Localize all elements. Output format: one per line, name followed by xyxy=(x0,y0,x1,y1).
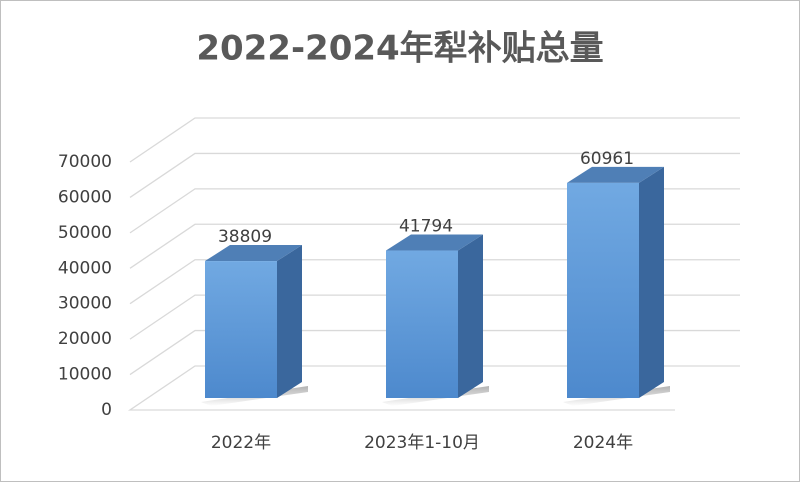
data-label: 41794 xyxy=(399,217,453,237)
bar xyxy=(205,261,277,398)
grid-line xyxy=(129,294,740,340)
bar xyxy=(386,250,458,398)
data-label: 60961 xyxy=(580,149,634,169)
grid-line xyxy=(129,259,740,305)
data-label: 38809 xyxy=(218,227,272,247)
x-tick-label: 2022年 xyxy=(211,433,271,453)
bar-top xyxy=(386,234,483,251)
x-tick-label: 2024年 xyxy=(573,433,633,453)
bar-side xyxy=(458,234,483,398)
x-tick-label: 2023年1-10月 xyxy=(364,433,480,453)
y-tick-label: 60000 xyxy=(58,187,112,207)
bar-side xyxy=(639,166,664,398)
chart-title: 2022-2024年犁补贴总量 xyxy=(196,29,603,69)
y-tick-label: 20000 xyxy=(58,329,112,349)
bar-top xyxy=(205,245,302,262)
y-tick-label: 40000 xyxy=(58,258,112,278)
bar xyxy=(567,182,639,398)
bar-top xyxy=(567,166,664,183)
grid-line xyxy=(129,329,740,376)
bar-side xyxy=(277,245,302,398)
y-tick-label: 10000 xyxy=(58,365,112,385)
grid-line xyxy=(129,188,740,234)
grid-line xyxy=(129,117,740,163)
grid-line xyxy=(129,152,740,198)
y-tick-label: 50000 xyxy=(58,223,112,243)
y-tick-label: 70000 xyxy=(58,152,112,172)
y-tick-label: 30000 xyxy=(58,294,112,314)
grid-line xyxy=(129,223,740,269)
y-tick-label: 0 xyxy=(101,400,112,420)
